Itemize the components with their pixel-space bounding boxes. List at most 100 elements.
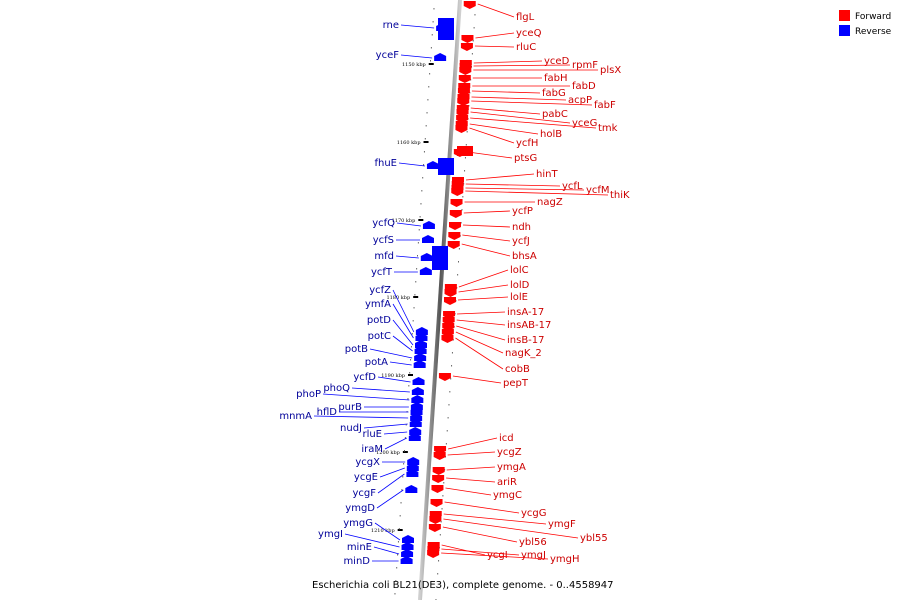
forward-gene-label[interactable]: pepT — [503, 378, 529, 389]
forward-gene-label[interactable]: ymgH — [550, 554, 580, 565]
reverse-gene-feature[interactable] — [411, 387, 424, 395]
forward-gene-label[interactable]: ybl56 — [519, 537, 547, 548]
reverse-gene-feature[interactable] — [400, 556, 413, 564]
forward-gene-label[interactable]: nagK_2 — [505, 348, 542, 359]
forward-gene-feature[interactable] — [438, 373, 451, 381]
reverse-gene-label[interactable]: ycfS — [373, 235, 394, 246]
forward-gene-feature[interactable] — [455, 125, 468, 133]
reverse-gene-label[interactable]: ymfA — [365, 299, 391, 310]
reverse-gene-feature[interactable] — [410, 402, 423, 410]
forward-gene-feature[interactable] — [449, 210, 462, 218]
forward-gene-feature[interactable] — [444, 297, 456, 305]
forward-gene-feature[interactable] — [451, 188, 464, 196]
forward-gene-label[interactable]: ycfL — [562, 181, 583, 192]
reverse-gene-feature[interactable] — [414, 346, 427, 354]
reverse-gene-feature[interactable] — [411, 395, 424, 403]
forward-gene-label[interactable]: thiK — [610, 190, 630, 201]
reverse-gene-label[interactable]: rluE — [362, 429, 382, 440]
forward-gene-feature[interactable] — [463, 1, 476, 9]
reverse-gene-feature[interactable] — [401, 542, 414, 550]
reverse-gene-feature[interactable] — [408, 433, 421, 441]
reverse-gene-label[interactable]: potA — [365, 357, 388, 368]
forward-gene-feature[interactable] — [433, 452, 446, 460]
reverse-gene-feature[interactable] — [434, 53, 447, 61]
reverse-gene-feature[interactable] — [406, 463, 419, 471]
forward-gene-feature[interactable] — [427, 550, 440, 558]
forward-gene-feature[interactable] — [441, 335, 454, 343]
reverse-gene-label[interactable]: purB — [338, 402, 362, 413]
forward-gene-label[interactable]: tmk — [598, 123, 618, 134]
reverse-gene-feature[interactable] — [401, 549, 414, 557]
reverse-gene-label[interactable]: ymgI — [318, 529, 343, 540]
forward-gene-label[interactable]: ycfP — [512, 206, 533, 217]
forward-gene-feature[interactable] — [459, 67, 472, 75]
forward-gene-label[interactable]: yceG — [572, 118, 597, 129]
forward-gene-feature[interactable] — [428, 524, 441, 532]
reverse-gene-label[interactable]: ycfQ — [372, 218, 395, 229]
reverse-gene-feature[interactable] — [412, 377, 425, 385]
gene-block[interactable] — [432, 246, 448, 270]
reverse-gene-label[interactable]: ymgG — [343, 518, 373, 529]
reverse-gene-feature[interactable] — [415, 333, 428, 341]
reverse-gene-feature[interactable] — [422, 221, 435, 229]
reverse-gene-feature[interactable] — [409, 419, 422, 427]
reverse-gene-label[interactable]: hflD — [317, 407, 338, 418]
forward-gene-label[interactable]: lolC — [510, 265, 529, 276]
forward-gene-label[interactable]: ymgC — [493, 490, 522, 501]
reverse-gene-feature[interactable] — [422, 235, 434, 243]
forward-gene-label[interactable]: pabC — [542, 109, 568, 120]
forward-gene-feature[interactable] — [432, 475, 445, 483]
reverse-gene-feature[interactable] — [407, 457, 420, 465]
reverse-gene-label[interactable]: potD — [367, 315, 391, 326]
reverse-gene-feature[interactable] — [409, 427, 422, 435]
reverse-gene-label[interactable]: ycgE — [354, 472, 378, 483]
forward-gene-feature[interactable] — [449, 222, 461, 230]
forward-gene-label[interactable]: holB — [540, 129, 562, 140]
forward-gene-label[interactable]: ycgG — [521, 508, 547, 519]
reverse-gene-label[interactable]: ymgD — [345, 503, 375, 514]
forward-gene-label[interactable]: ndh — [512, 222, 531, 233]
reverse-gene-label[interactable]: fhuE — [374, 158, 397, 169]
forward-gene-label[interactable]: hinT — [536, 169, 558, 180]
forward-gene-label[interactable]: lolD — [510, 280, 530, 291]
forward-gene-label[interactable]: insA-17 — [507, 307, 544, 318]
reverse-gene-label[interactable]: nudJ — [340, 423, 362, 434]
reverse-gene-label[interactable]: ycfT — [371, 267, 393, 278]
forward-gene-label[interactable]: yceD — [544, 56, 570, 67]
reverse-gene-feature[interactable] — [419, 267, 432, 275]
forward-gene-label[interactable]: acpP — [568, 95, 592, 106]
forward-gene-label[interactable]: yceQ — [516, 28, 542, 39]
gene-block[interactable] — [457, 146, 473, 156]
forward-gene-label[interactable]: ycfH — [516, 138, 538, 149]
forward-gene-label[interactable]: ybl55 — [580, 533, 608, 544]
forward-gene-feature[interactable] — [431, 485, 444, 493]
reverse-gene-label[interactable]: rne — [383, 20, 399, 31]
forward-gene-label[interactable]: fabF — [594, 100, 616, 111]
forward-gene-label[interactable]: ycfJ — [512, 236, 530, 247]
forward-gene-feature[interactable] — [432, 467, 445, 475]
forward-gene-label[interactable]: ariR — [497, 477, 517, 488]
reverse-gene-label[interactable]: phoQ — [323, 383, 350, 394]
gene-block[interactable] — [438, 158, 454, 175]
reverse-gene-feature[interactable] — [410, 413, 423, 421]
reverse-gene-label[interactable]: ycgF — [352, 488, 376, 499]
forward-gene-label[interactable]: lolE — [510, 292, 528, 303]
forward-gene-label[interactable]: ycfM — [586, 185, 610, 196]
reverse-gene-feature[interactable] — [415, 340, 427, 348]
reverse-gene-label[interactable]: ycfD — [353, 372, 376, 383]
reverse-gene-label[interactable]: ycgX — [355, 457, 380, 468]
reverse-gene-feature[interactable] — [402, 535, 414, 543]
reverse-gene-label[interactable]: ycfZ — [369, 285, 391, 296]
reverse-gene-feature[interactable] — [415, 327, 428, 335]
forward-gene-label[interactable]: cobB — [505, 364, 530, 375]
forward-gene-feature[interactable] — [429, 516, 442, 524]
forward-gene-label[interactable]: ymgA — [497, 462, 526, 473]
reverse-gene-feature[interactable] — [413, 360, 426, 368]
reverse-gene-feature[interactable] — [410, 407, 423, 415]
forward-gene-label[interactable]: plsX — [600, 65, 621, 76]
reverse-gene-label[interactable]: potB — [345, 344, 368, 355]
reverse-gene-label[interactable]: iraM — [361, 444, 383, 455]
reverse-gene-label[interactable]: potC — [368, 331, 391, 342]
forward-gene-label[interactable]: icd — [499, 433, 514, 444]
forward-gene-feature[interactable] — [458, 75, 471, 83]
